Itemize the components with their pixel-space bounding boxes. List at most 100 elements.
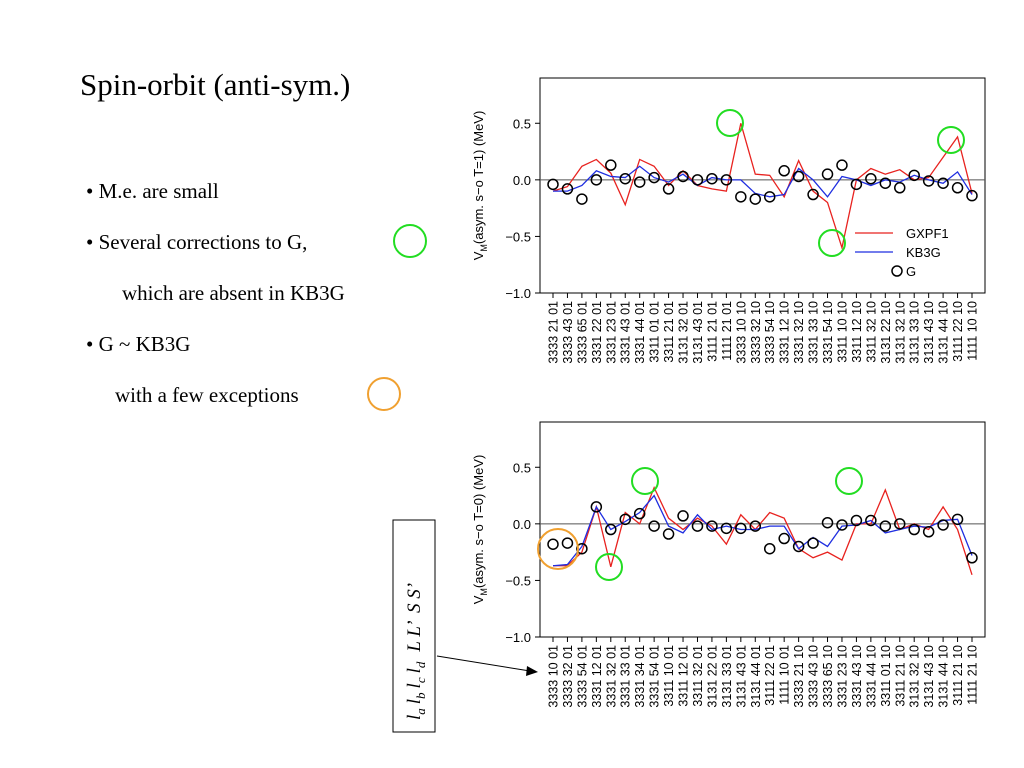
y-tick-label: 0.0 xyxy=(513,517,531,532)
x-tick-label: 3131 32 01 xyxy=(677,301,691,364)
x-tick-label: 3331 33 01 xyxy=(619,645,633,708)
x-tick-label: 3331 12 10 xyxy=(778,301,792,364)
arrow-head xyxy=(526,666,538,676)
g-marker xyxy=(850,514,863,527)
green-marker xyxy=(393,224,427,258)
x-tick-label: 3131 44 01 xyxy=(749,645,763,708)
orange-marker xyxy=(367,377,401,411)
g-marker xyxy=(547,538,559,550)
orange-marker xyxy=(537,528,579,570)
g-marker xyxy=(836,519,848,531)
g-marker xyxy=(720,174,733,186)
x-tick-label: 3333 10 01 xyxy=(547,645,561,708)
y-tick-label: −0.5 xyxy=(505,573,531,588)
x-tick-label: 3311 12 01 xyxy=(677,645,691,707)
bullet: which are absent in KB3G xyxy=(122,281,345,305)
x-tick-label: 3311 21 01 xyxy=(662,301,676,363)
x-tick-label: 3331 43 01 xyxy=(619,301,633,364)
g-marker xyxy=(922,526,935,538)
g-marker xyxy=(908,169,920,182)
y-label-main: V xyxy=(471,251,486,260)
g-marker xyxy=(633,176,646,188)
g-marker xyxy=(937,177,949,189)
x-tick-label: 3331 44 10 xyxy=(864,645,878,708)
legend-label: GXPF1 xyxy=(906,226,949,241)
y-tick-label: 0.5 xyxy=(513,116,531,131)
g-marker xyxy=(576,542,588,555)
g-marker xyxy=(605,523,617,536)
key-box xyxy=(392,519,436,733)
series-line xyxy=(553,165,973,198)
x-tick-label: 3311 10 10 xyxy=(835,301,849,363)
g-marker xyxy=(951,182,964,194)
x-tick-label: 3331 23 10 xyxy=(835,645,849,708)
g-marker xyxy=(648,171,660,184)
x-tick-label: 3311 01 01 xyxy=(648,301,662,363)
y-label-sub: M xyxy=(479,244,489,252)
g-marker xyxy=(865,514,877,527)
x-tick-label: 3331 43 10 xyxy=(850,645,864,708)
x-tick-label: 3331 54 01 xyxy=(648,645,662,708)
x-tick-label: 3131 33 10 xyxy=(908,301,922,364)
green-marker xyxy=(835,467,863,495)
y-tick-label: −0.5 xyxy=(505,229,531,244)
g-marker xyxy=(966,189,978,202)
g-marker xyxy=(706,172,718,185)
x-tick-label: 3111 22 01 xyxy=(763,645,777,706)
x-tick-label: 3333 65 01 xyxy=(575,301,589,364)
x-tick-label: 3331 22 01 xyxy=(590,301,604,364)
g-marker xyxy=(662,183,675,195)
g-marker xyxy=(735,522,747,535)
bullet: • Several corrections to G, xyxy=(86,230,307,254)
g-marker xyxy=(605,159,617,171)
x-tick-label: 3331 32 01 xyxy=(604,645,618,708)
g-marker xyxy=(749,520,762,532)
g-marker xyxy=(706,520,718,532)
green-marker xyxy=(595,553,623,581)
x-tick-label: 3131 32 10 xyxy=(893,301,907,364)
g-marker xyxy=(778,532,790,545)
plot-frame xyxy=(539,77,986,294)
series-line xyxy=(552,123,973,251)
g-marker xyxy=(677,170,689,183)
g-marker xyxy=(763,542,776,555)
bullet: • M.e. are small xyxy=(86,179,219,203)
x-tick-label: 3131 22 01 xyxy=(705,645,719,708)
g-marker xyxy=(677,510,689,522)
g-marker xyxy=(561,183,574,195)
x-tick-label: 3331 32 10 xyxy=(792,301,806,364)
y-axis-label: VM(asym. s−o T=1) (MeV) xyxy=(471,111,489,261)
g-marker xyxy=(807,188,819,201)
g-marker xyxy=(662,528,675,540)
g-marker xyxy=(619,513,631,526)
y-tick-label: −1.0 xyxy=(505,630,531,645)
arrow xyxy=(436,655,531,672)
x-tick-label: 1111 21 10 xyxy=(966,645,980,705)
g-marker xyxy=(792,170,805,183)
g-marker xyxy=(749,193,762,205)
x-tick-label: 1111 10 01 xyxy=(778,645,792,705)
g-marker xyxy=(590,174,603,186)
slide-title: Spin-orbit (anti-sym.) xyxy=(80,67,350,102)
y-label-sub: M xyxy=(479,588,489,596)
bullet: • G ~ KB3G xyxy=(86,332,190,356)
g-marker xyxy=(633,507,646,520)
y-tick-label: −1.0 xyxy=(505,286,531,301)
x-tick-label: 3311 32 01 xyxy=(691,645,705,707)
x-tick-label: 3131 44 10 xyxy=(937,645,951,708)
g-marker xyxy=(590,501,603,513)
green-marker xyxy=(937,126,965,154)
y-label-main: V xyxy=(471,595,486,604)
g-marker xyxy=(778,165,790,177)
green-marker xyxy=(818,229,846,257)
x-tick-label: 3131 44 10 xyxy=(937,301,951,364)
g-marker xyxy=(894,518,906,530)
x-tick-label: 3111 22 10 xyxy=(951,301,965,362)
g-marker xyxy=(763,191,776,203)
g-marker xyxy=(908,523,920,536)
g-marker xyxy=(576,193,588,205)
g-marker xyxy=(547,178,559,191)
x-tick-label: 3111 21 10 xyxy=(951,645,965,706)
x-tick-label: 3131 43 10 xyxy=(922,645,936,708)
